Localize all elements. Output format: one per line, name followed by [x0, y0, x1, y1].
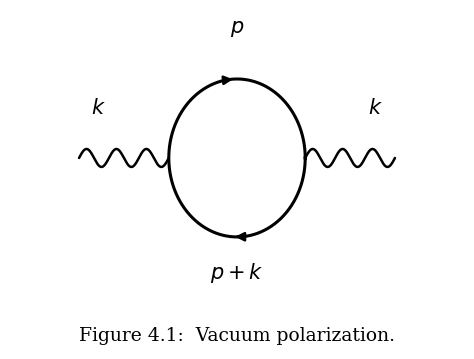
- Text: Figure 4.1:  Vacuum polarization.: Figure 4.1: Vacuum polarization.: [79, 327, 395, 345]
- Text: $k$: $k$: [91, 98, 106, 118]
- Text: $k$: $k$: [368, 98, 383, 118]
- Text: $p + k$: $p + k$: [210, 261, 264, 285]
- Text: $p$: $p$: [230, 19, 244, 39]
